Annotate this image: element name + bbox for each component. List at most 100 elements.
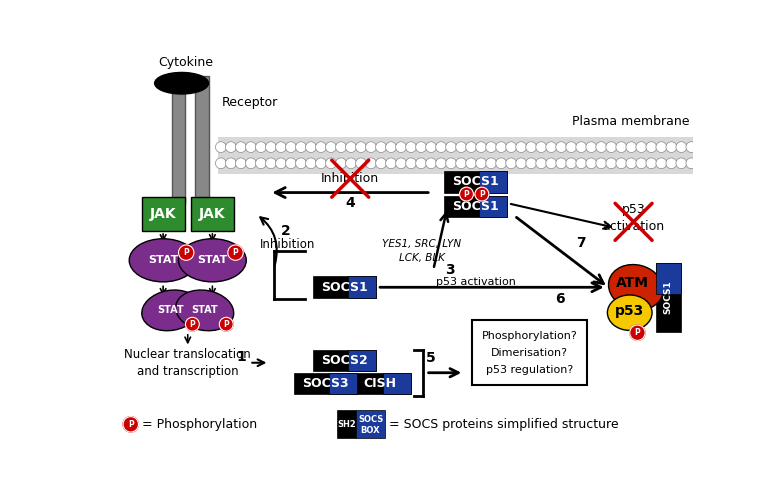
Circle shape xyxy=(516,158,527,169)
Ellipse shape xyxy=(142,290,200,331)
Circle shape xyxy=(656,142,667,152)
Circle shape xyxy=(636,158,647,169)
FancyBboxPatch shape xyxy=(313,277,377,298)
Text: STAT: STAT xyxy=(157,306,185,315)
Circle shape xyxy=(286,158,296,169)
Circle shape xyxy=(666,158,677,169)
Circle shape xyxy=(586,142,597,152)
Circle shape xyxy=(415,158,426,169)
Circle shape xyxy=(486,142,496,152)
FancyBboxPatch shape xyxy=(444,195,507,217)
Circle shape xyxy=(455,142,466,152)
Text: SOCS1: SOCS1 xyxy=(452,200,499,213)
Circle shape xyxy=(459,187,473,201)
Text: JAK: JAK xyxy=(150,207,177,221)
Ellipse shape xyxy=(608,265,663,310)
FancyBboxPatch shape xyxy=(171,76,185,202)
FancyBboxPatch shape xyxy=(329,373,357,394)
Circle shape xyxy=(215,158,226,169)
Text: p53 activation: p53 activation xyxy=(435,277,516,287)
Circle shape xyxy=(256,158,266,169)
Text: Inhibition: Inhibition xyxy=(321,172,379,185)
Text: ATM: ATM xyxy=(615,277,648,291)
Circle shape xyxy=(386,142,396,152)
Circle shape xyxy=(276,142,286,152)
Circle shape xyxy=(526,142,537,152)
Circle shape xyxy=(386,158,396,169)
Circle shape xyxy=(266,158,276,169)
Circle shape xyxy=(676,158,687,169)
FancyBboxPatch shape xyxy=(191,197,234,231)
Text: SH2: SH2 xyxy=(337,420,356,429)
Circle shape xyxy=(496,142,506,152)
Text: BOX: BOX xyxy=(361,426,381,435)
Text: 7: 7 xyxy=(576,236,585,250)
Text: P: P xyxy=(232,248,239,257)
Circle shape xyxy=(415,142,426,152)
Circle shape xyxy=(596,158,607,169)
Circle shape xyxy=(326,142,337,152)
Circle shape xyxy=(316,142,327,152)
Circle shape xyxy=(686,158,696,169)
Circle shape xyxy=(225,142,236,152)
Text: SOCS1: SOCS1 xyxy=(452,175,499,188)
Text: Dimerisation?: Dimerisation? xyxy=(491,348,568,358)
Circle shape xyxy=(486,158,496,169)
Text: SOCS3: SOCS3 xyxy=(303,377,349,390)
Circle shape xyxy=(646,142,657,152)
Circle shape xyxy=(178,245,194,261)
Circle shape xyxy=(316,158,327,169)
FancyBboxPatch shape xyxy=(356,410,385,438)
Circle shape xyxy=(466,158,476,169)
Ellipse shape xyxy=(154,73,208,94)
Circle shape xyxy=(576,158,587,169)
Text: CISH: CISH xyxy=(363,377,396,390)
Circle shape xyxy=(546,158,557,169)
Circle shape xyxy=(123,417,138,432)
FancyBboxPatch shape xyxy=(656,263,681,294)
FancyBboxPatch shape xyxy=(141,197,185,231)
Text: Receptor: Receptor xyxy=(222,96,278,109)
Text: p53: p53 xyxy=(615,304,645,318)
FancyBboxPatch shape xyxy=(656,263,681,332)
Circle shape xyxy=(455,158,466,169)
Circle shape xyxy=(235,142,246,152)
Circle shape xyxy=(228,245,243,261)
Circle shape xyxy=(626,158,637,169)
Circle shape xyxy=(676,142,687,152)
Circle shape xyxy=(276,158,286,169)
Circle shape xyxy=(526,158,537,169)
Text: Phosphorylation?: Phosphorylation? xyxy=(482,331,577,341)
Circle shape xyxy=(245,142,256,152)
Circle shape xyxy=(245,158,256,169)
Text: P: P xyxy=(223,320,229,329)
Ellipse shape xyxy=(608,295,652,330)
Circle shape xyxy=(215,142,226,152)
Circle shape xyxy=(286,142,296,152)
Circle shape xyxy=(296,142,306,152)
Circle shape xyxy=(666,142,677,152)
FancyBboxPatch shape xyxy=(479,171,507,192)
FancyBboxPatch shape xyxy=(479,195,507,217)
Text: Nuclear translocation
and transcription: Nuclear translocation and transcription xyxy=(124,348,251,378)
Circle shape xyxy=(235,158,246,169)
Circle shape xyxy=(476,158,486,169)
Text: STAT: STAT xyxy=(191,306,218,315)
Text: YES1, SRC, LYN
LCK, BLK: YES1, SRC, LYN LCK, BLK xyxy=(382,239,462,263)
Circle shape xyxy=(606,142,617,152)
FancyBboxPatch shape xyxy=(195,76,208,202)
Circle shape xyxy=(566,142,577,152)
Circle shape xyxy=(466,142,476,152)
Circle shape xyxy=(366,142,377,152)
Circle shape xyxy=(306,158,317,169)
Circle shape xyxy=(366,158,377,169)
Text: SOCS: SOCS xyxy=(358,415,383,424)
FancyBboxPatch shape xyxy=(348,373,411,394)
Circle shape xyxy=(435,158,446,169)
Circle shape xyxy=(219,317,233,331)
Circle shape xyxy=(496,158,506,169)
Circle shape xyxy=(616,142,627,152)
Circle shape xyxy=(556,158,567,169)
Circle shape xyxy=(326,158,337,169)
Text: = SOCS proteins simplified structure: = SOCS proteins simplified structure xyxy=(390,418,619,431)
